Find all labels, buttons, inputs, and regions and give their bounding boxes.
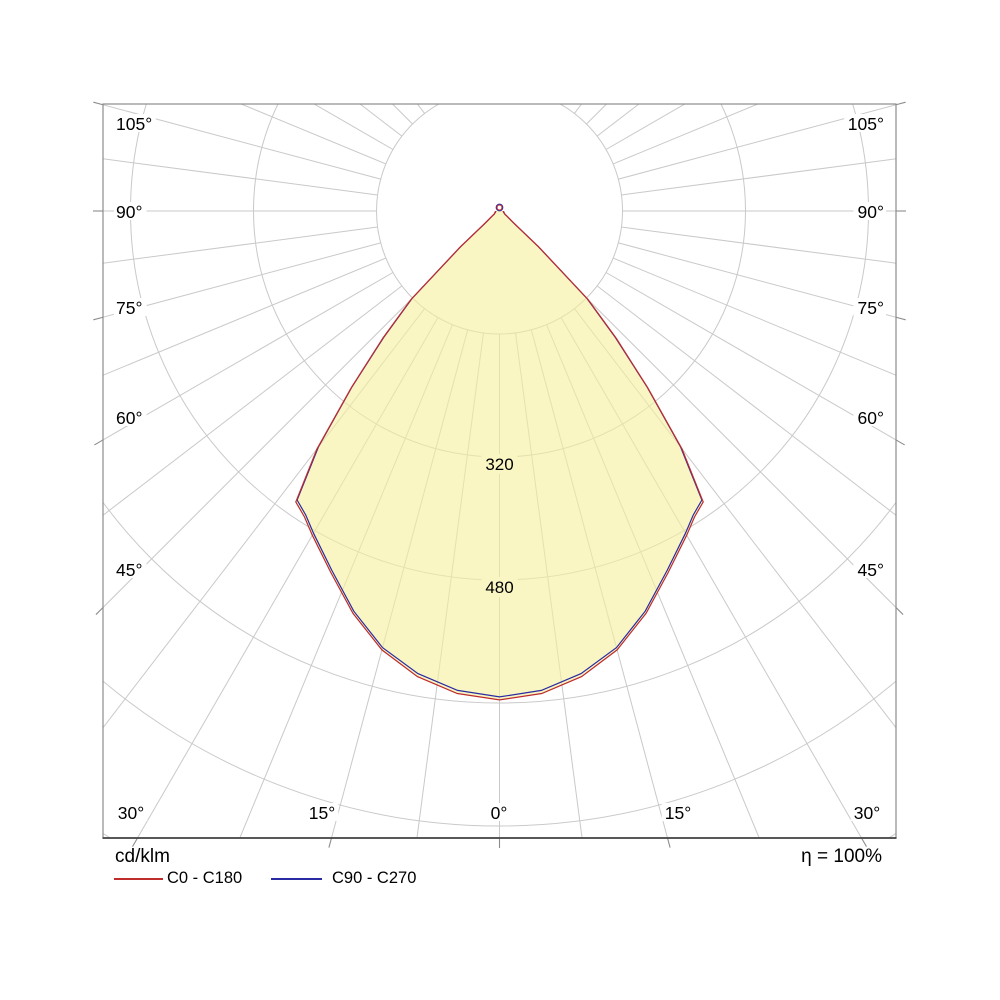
unit-label: cd/klm — [115, 846, 170, 867]
svg-text:30°: 30° — [118, 803, 144, 823]
c0-c180-line-swatch — [114, 878, 163, 880]
svg-text:60°: 60° — [858, 408, 884, 428]
svg-text:15°: 15° — [665, 803, 691, 823]
svg-text:15°: 15° — [309, 803, 335, 823]
svg-text:75°: 75° — [858, 298, 884, 318]
svg-text:45°: 45° — [116, 560, 142, 580]
svg-text:45°: 45° — [858, 560, 884, 580]
svg-text:0°: 0° — [491, 803, 508, 823]
svg-text:320: 320 — [485, 455, 513, 474]
svg-text:75°: 75° — [116, 298, 142, 318]
svg-text:90°: 90° — [116, 202, 142, 222]
pole-loop-red — [496, 204, 503, 211]
c0-c180-curve — [295, 211, 704, 701]
svg-text:60°: 60° — [116, 408, 142, 428]
svg-text:105°: 105° — [116, 114, 152, 134]
angle-tick-marks — [93, 101, 906, 848]
svg-text:30°: 30° — [854, 803, 880, 823]
svg-text:90°: 90° — [858, 202, 884, 222]
c0-c180-legend-label: C0 - C180 — [167, 869, 243, 887]
ring-value-labels: 320 480 — [481, 454, 518, 597]
c90-c270-legend-label: C90 - C270 — [332, 869, 417, 887]
angle-labels: 105° 105° 90° 90° 75° 75° 60° 60° 45° 45° 30° 15° 0°… — [114, 114, 886, 823]
efficiency-label: η = 100% — [801, 846, 882, 867]
c90-c270-line-swatch — [271, 878, 322, 880]
svg-text:480: 480 — [485, 578, 513, 597]
svg-text:105°: 105° — [848, 114, 884, 134]
